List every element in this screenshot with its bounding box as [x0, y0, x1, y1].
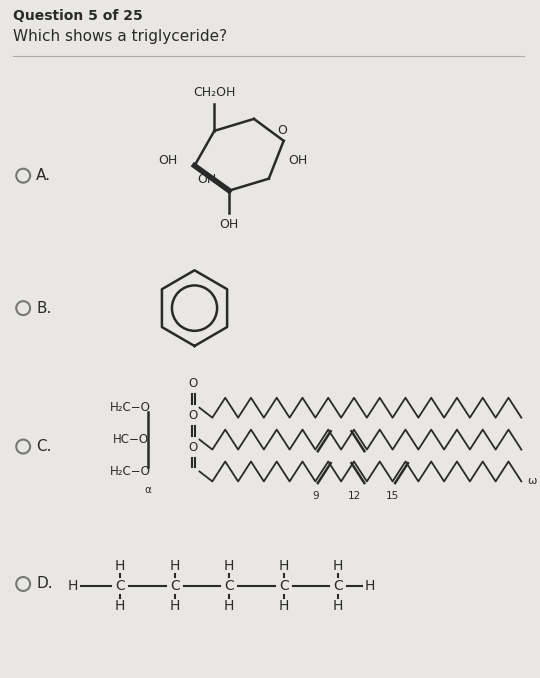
- Text: OH: OH: [220, 218, 239, 231]
- Text: 12: 12: [347, 492, 361, 501]
- Text: O: O: [188, 409, 197, 422]
- Text: H₂C−O: H₂C−O: [110, 401, 151, 414]
- Text: D.: D.: [36, 576, 53, 591]
- Text: H: H: [224, 599, 234, 613]
- Text: H: H: [224, 559, 234, 573]
- Text: OH: OH: [198, 173, 217, 186]
- Text: O: O: [188, 377, 197, 390]
- Text: C: C: [333, 579, 343, 593]
- Text: α: α: [145, 485, 151, 496]
- Text: Question 5 of 25: Question 5 of 25: [14, 9, 143, 23]
- Text: H: H: [333, 559, 343, 573]
- Text: CH₂OH: CH₂OH: [193, 86, 235, 99]
- Text: H: H: [279, 599, 289, 613]
- Text: C: C: [116, 579, 125, 593]
- Text: ω: ω: [527, 477, 537, 486]
- Text: H: H: [279, 559, 289, 573]
- Text: B.: B.: [36, 300, 51, 316]
- Text: O: O: [188, 441, 197, 454]
- Text: OH: OH: [288, 154, 308, 167]
- Text: H: H: [333, 599, 343, 613]
- Text: C: C: [279, 579, 288, 593]
- Text: H: H: [364, 579, 375, 593]
- Text: O: O: [278, 124, 288, 138]
- Text: H: H: [115, 599, 125, 613]
- Text: C: C: [170, 579, 180, 593]
- Text: H: H: [68, 579, 78, 593]
- Text: C: C: [224, 579, 234, 593]
- Text: A.: A.: [36, 168, 51, 183]
- Text: H: H: [170, 559, 180, 573]
- Text: 15: 15: [386, 492, 399, 501]
- Text: H: H: [115, 559, 125, 573]
- Text: HC−O: HC−O: [113, 433, 150, 446]
- Text: H: H: [170, 599, 180, 613]
- Text: 9: 9: [312, 492, 319, 501]
- Text: OH: OH: [158, 154, 178, 167]
- Text: H₂C−O: H₂C−O: [110, 465, 151, 478]
- Text: C.: C.: [36, 439, 51, 454]
- Text: Which shows a triglyceride?: Which shows a triglyceride?: [14, 29, 227, 44]
